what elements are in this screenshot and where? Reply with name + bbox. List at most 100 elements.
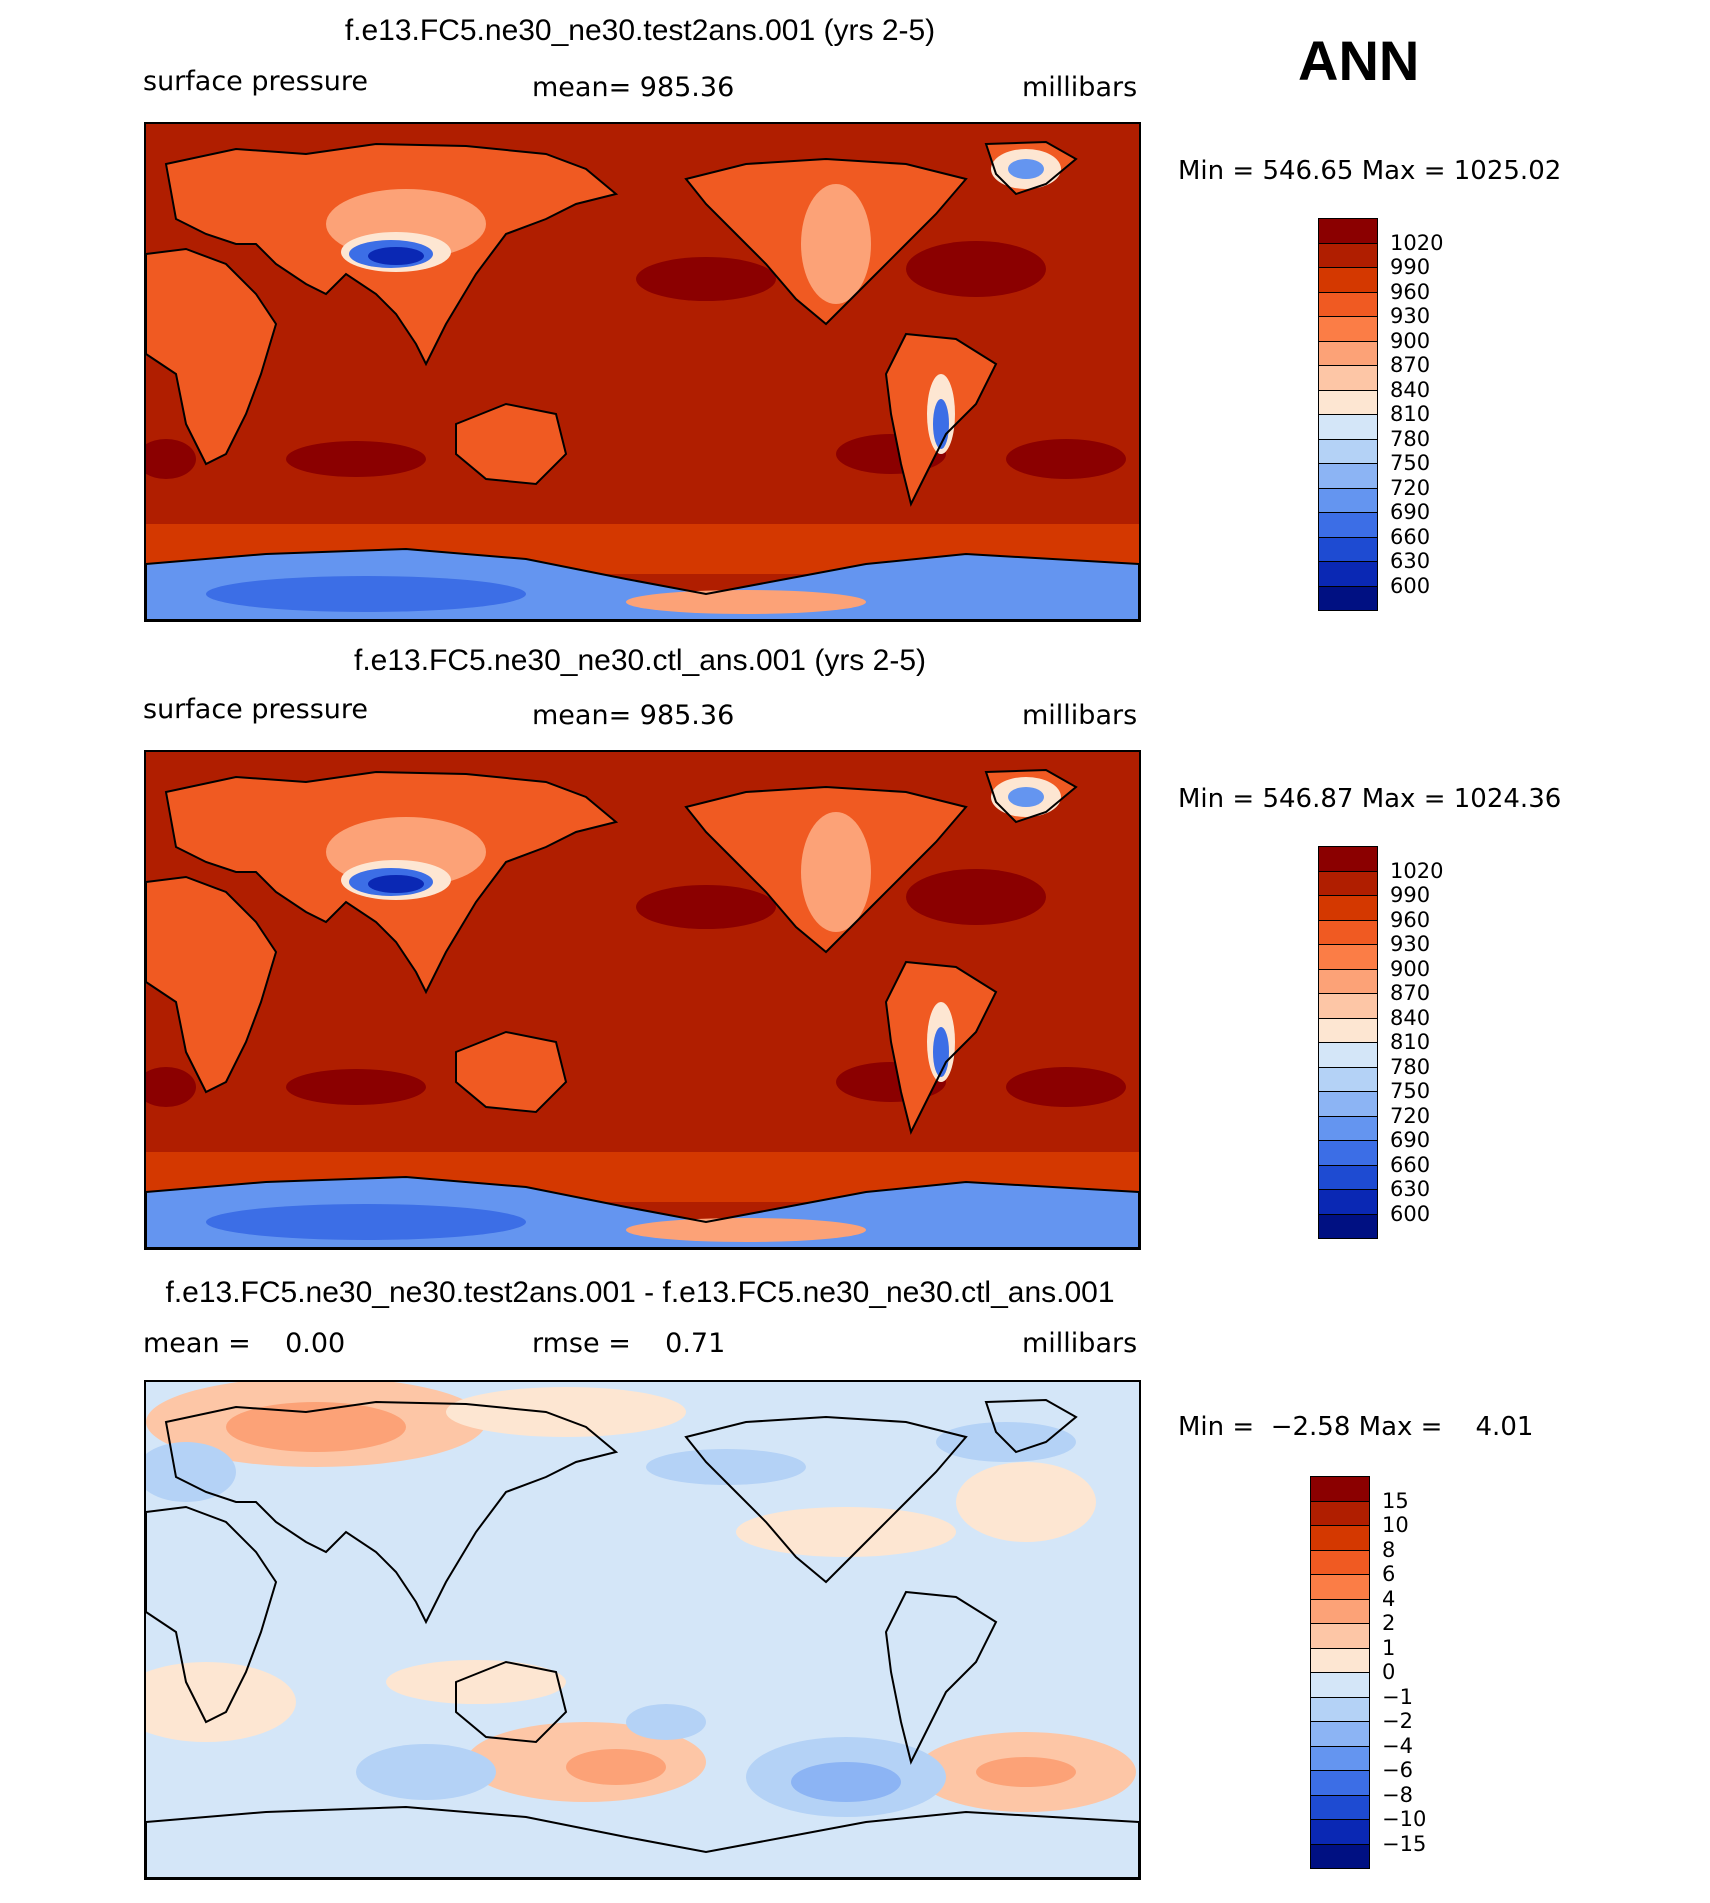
- tibet-deep-blue: [368, 247, 424, 265]
- diff-positive-area: [736, 1507, 956, 1557]
- panel-2-variable-label: surface pressure: [143, 694, 368, 725]
- antarctica-plateau: [206, 576, 526, 612]
- greenland-blue: [1008, 787, 1044, 807]
- colorbar-swatch: [1318, 1164, 1378, 1190]
- colorbar-swatch: [1318, 1189, 1378, 1215]
- coastline-australia: [455, 402, 568, 486]
- colorbar-label: 870: [1390, 353, 1431, 377]
- colorbar-swatch: [1318, 242, 1378, 268]
- panel-2-title: f.e13.FC5.ne30_ne30.ctl_ans.001 (yrs 2-5…: [353, 644, 926, 677]
- rockies-light: [801, 184, 871, 304]
- colorbar-swatch: [1318, 1091, 1378, 1117]
- high-pressure-cell: [146, 439, 196, 479]
- colorbar-label: 810: [1390, 1030, 1431, 1054]
- colorbar-label: −15: [1382, 1831, 1427, 1856]
- colorbar-swatch: [1310, 1598, 1370, 1624]
- diff-positive-area: [566, 1749, 666, 1785]
- colorbar-swatch: [1310, 1647, 1370, 1673]
- colorbar-label: 0: [1382, 1660, 1396, 1684]
- coastline-samerica: [884, 960, 998, 1135]
- colorbar-swatch: [1318, 512, 1378, 538]
- panel-1-variable-label: surface pressure: [143, 66, 368, 97]
- colorbar-swatch: [1310, 1525, 1370, 1551]
- colorbar-label: −2: [1382, 1709, 1413, 1733]
- colorbar-swatch: [1318, 870, 1378, 896]
- diff-positive-area: [976, 1757, 1076, 1787]
- high-pressure-cell: [906, 241, 1046, 297]
- coastline-antarctica: [146, 1805, 1139, 1878]
- colorbar-swatch: [1318, 561, 1378, 587]
- colorbar-swatch: [1318, 340, 1378, 366]
- antarctica-coast-light: [626, 1218, 866, 1242]
- panel-3-title: f.e13.FC5.ne30_ne30.test2ans.001 - f.e13…: [165, 1276, 1115, 1309]
- coastline-greenland: [984, 140, 1078, 196]
- antarctica-plateau: [206, 1204, 526, 1240]
- coastline-eurasia: [164, 770, 619, 995]
- panel-2-minmax: Min = 546.87 Max = 1024.36: [1178, 784, 1562, 814]
- colorbar-label: −6: [1382, 1758, 1413, 1782]
- colorbar-label: 900: [1390, 328, 1431, 353]
- colorbar-label: −4: [1382, 1733, 1413, 1758]
- colorbar-swatch: [1318, 895, 1378, 921]
- colorbar-swatch: [1310, 1770, 1370, 1796]
- colorbar-swatch: [1310, 1574, 1370, 1600]
- coastline-samerica: [884, 332, 998, 507]
- colorbar-label: 990: [1390, 255, 1431, 279]
- colorbar-swatch: [1318, 267, 1378, 293]
- colorbar-swatch: [1310, 1721, 1370, 1747]
- colorbar-label: 960: [1390, 907, 1431, 932]
- colorbar-label: 600: [1390, 1201, 1431, 1226]
- colorbar-label: 720: [1390, 1103, 1431, 1128]
- panel-1-map: [144, 122, 1141, 622]
- land-australia: [456, 1032, 566, 1112]
- colorbar-label: 4: [1382, 1586, 1396, 1611]
- colorbar-label: 660: [1390, 524, 1431, 549]
- colorbar-swatch: [1318, 919, 1378, 945]
- high-pressure-cell: [636, 257, 776, 301]
- colorbar-label: 1020: [1390, 230, 1444, 255]
- diff-positive-area: [446, 1387, 686, 1437]
- colorbar-swatch: [1318, 1115, 1378, 1141]
- colorbar-swatch: [1318, 316, 1378, 342]
- high-pressure-cell: [1006, 1067, 1126, 1107]
- colorbar-swatch: [1318, 438, 1378, 464]
- colorbar-swatch: [1318, 993, 1378, 1019]
- diff-positive-area: [386, 1660, 566, 1704]
- colorbar-swatch: [1318, 291, 1378, 317]
- colorbar-label: 600: [1390, 573, 1431, 598]
- colorbar-swatch: [1318, 365, 1378, 391]
- colorbar-label: 780: [1390, 1054, 1431, 1079]
- coastline-samerica: [884, 1590, 998, 1765]
- panel-1-units-label: millibars: [1022, 72, 1138, 103]
- rockies-light: [801, 812, 871, 932]
- panel-3-map-svg: [146, 1382, 1139, 1878]
- colorbar-swatch: [1318, 1140, 1378, 1166]
- coastline-greenland: [984, 768, 1078, 824]
- diff-negative-area: [626, 1704, 706, 1740]
- panel-1-title: f.e13.FC5.ne30_ne30.test2ans.001 (yrs 2-…: [344, 14, 936, 47]
- colorbar-swatch: [1318, 585, 1378, 611]
- panel-2-map: [144, 750, 1141, 1250]
- colorbar-label: 930: [1390, 932, 1431, 956]
- colorbar-label: 990: [1390, 883, 1431, 907]
- colorbar-label: 10: [1382, 1513, 1409, 1537]
- high-pressure-cell: [146, 1067, 196, 1107]
- colorbar-swatch: [1318, 414, 1378, 440]
- coastline-namerica: [684, 785, 968, 954]
- diff-negative-area: [791, 1762, 901, 1802]
- land-africa: [146, 249, 276, 464]
- panel-2-units-label: millibars: [1022, 700, 1138, 731]
- panel-3-minmax: Min = −2.58 Max = 4.01: [1178, 1412, 1534, 1442]
- coastline-namerica: [684, 1415, 968, 1584]
- colorbar-swatch: [1318, 1017, 1378, 1043]
- diff-positive-area: [146, 1662, 296, 1742]
- colorbar-swatch: [1318, 944, 1378, 970]
- colorbar-swatch: [1310, 1843, 1370, 1869]
- colorbar-swatch: [1318, 463, 1378, 489]
- high-pressure-cell: [286, 1069, 426, 1105]
- colorbar-label: 780: [1390, 426, 1431, 451]
- colorbar-label: 690: [1390, 1128, 1431, 1152]
- coastline-greenland: [984, 1398, 1078, 1454]
- panel-3-units-label: millibars: [1022, 1328, 1138, 1359]
- colorbar-swatch: [1310, 1623, 1370, 1649]
